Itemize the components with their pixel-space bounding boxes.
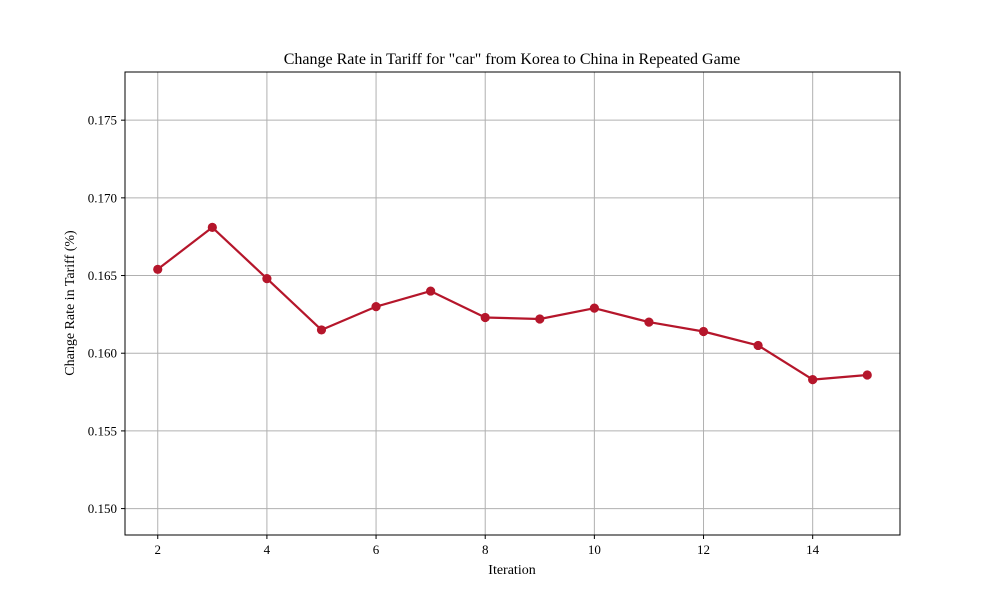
data-point <box>316 325 327 335</box>
x-tick-label: 10 <box>588 542 601 557</box>
y-tick-label: 0.175 <box>88 113 117 128</box>
data-point <box>480 312 490 323</box>
x-axis-label: Iteration <box>488 563 535 578</box>
x-tick-label: 14 <box>806 542 820 557</box>
chart-title: Change Rate in Tariff for "car" from Kor… <box>284 51 741 68</box>
x-tick-label: 12 <box>697 542 710 557</box>
y-tick-label: 0.160 <box>88 346 117 361</box>
data-point <box>698 326 709 337</box>
data-point <box>753 340 763 351</box>
data-point <box>589 303 599 313</box>
x-tick-label: 2 <box>154 542 161 557</box>
data-point <box>153 264 163 274</box>
y-tick-label: 0.170 <box>88 190 117 205</box>
x-tick-label: 4 <box>264 542 271 557</box>
x-tick-label: 8 <box>482 542 489 557</box>
x-tick-label: 6 <box>373 542 380 557</box>
data-point <box>207 222 217 232</box>
axis-ticks: 2 4 6 8 10 12 14 0.150 0.155 0.160 0.165 0.170 0.175 <box>88 113 820 557</box>
data-point <box>426 286 436 296</box>
data-point <box>371 302 381 312</box>
plot-frame <box>124 71 901 536</box>
data-point <box>644 317 654 327</box>
data-point <box>262 274 272 284</box>
data-point <box>808 375 818 385</box>
data-point <box>862 370 872 380</box>
data-point <box>535 314 545 324</box>
series-layer <box>153 222 872 385</box>
y-tick-label: 0.150 <box>88 501 117 516</box>
y-tick-label: 0.165 <box>88 268 117 283</box>
y-axis-label: Change Rate in Tariff (%) <box>63 230 78 376</box>
series-line <box>157 226 868 381</box>
y-tick-label: 0.155 <box>88 423 117 438</box>
